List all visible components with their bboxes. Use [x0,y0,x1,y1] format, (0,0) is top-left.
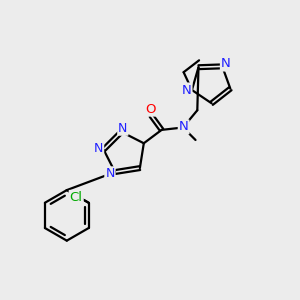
Text: N: N [179,120,188,134]
Text: N: N [118,122,128,135]
Text: N: N [94,142,103,154]
Text: N: N [105,167,115,180]
Text: O: O [146,103,156,116]
Text: N: N [221,58,231,70]
Text: N: N [182,83,191,97]
Text: Cl: Cl [70,191,83,204]
